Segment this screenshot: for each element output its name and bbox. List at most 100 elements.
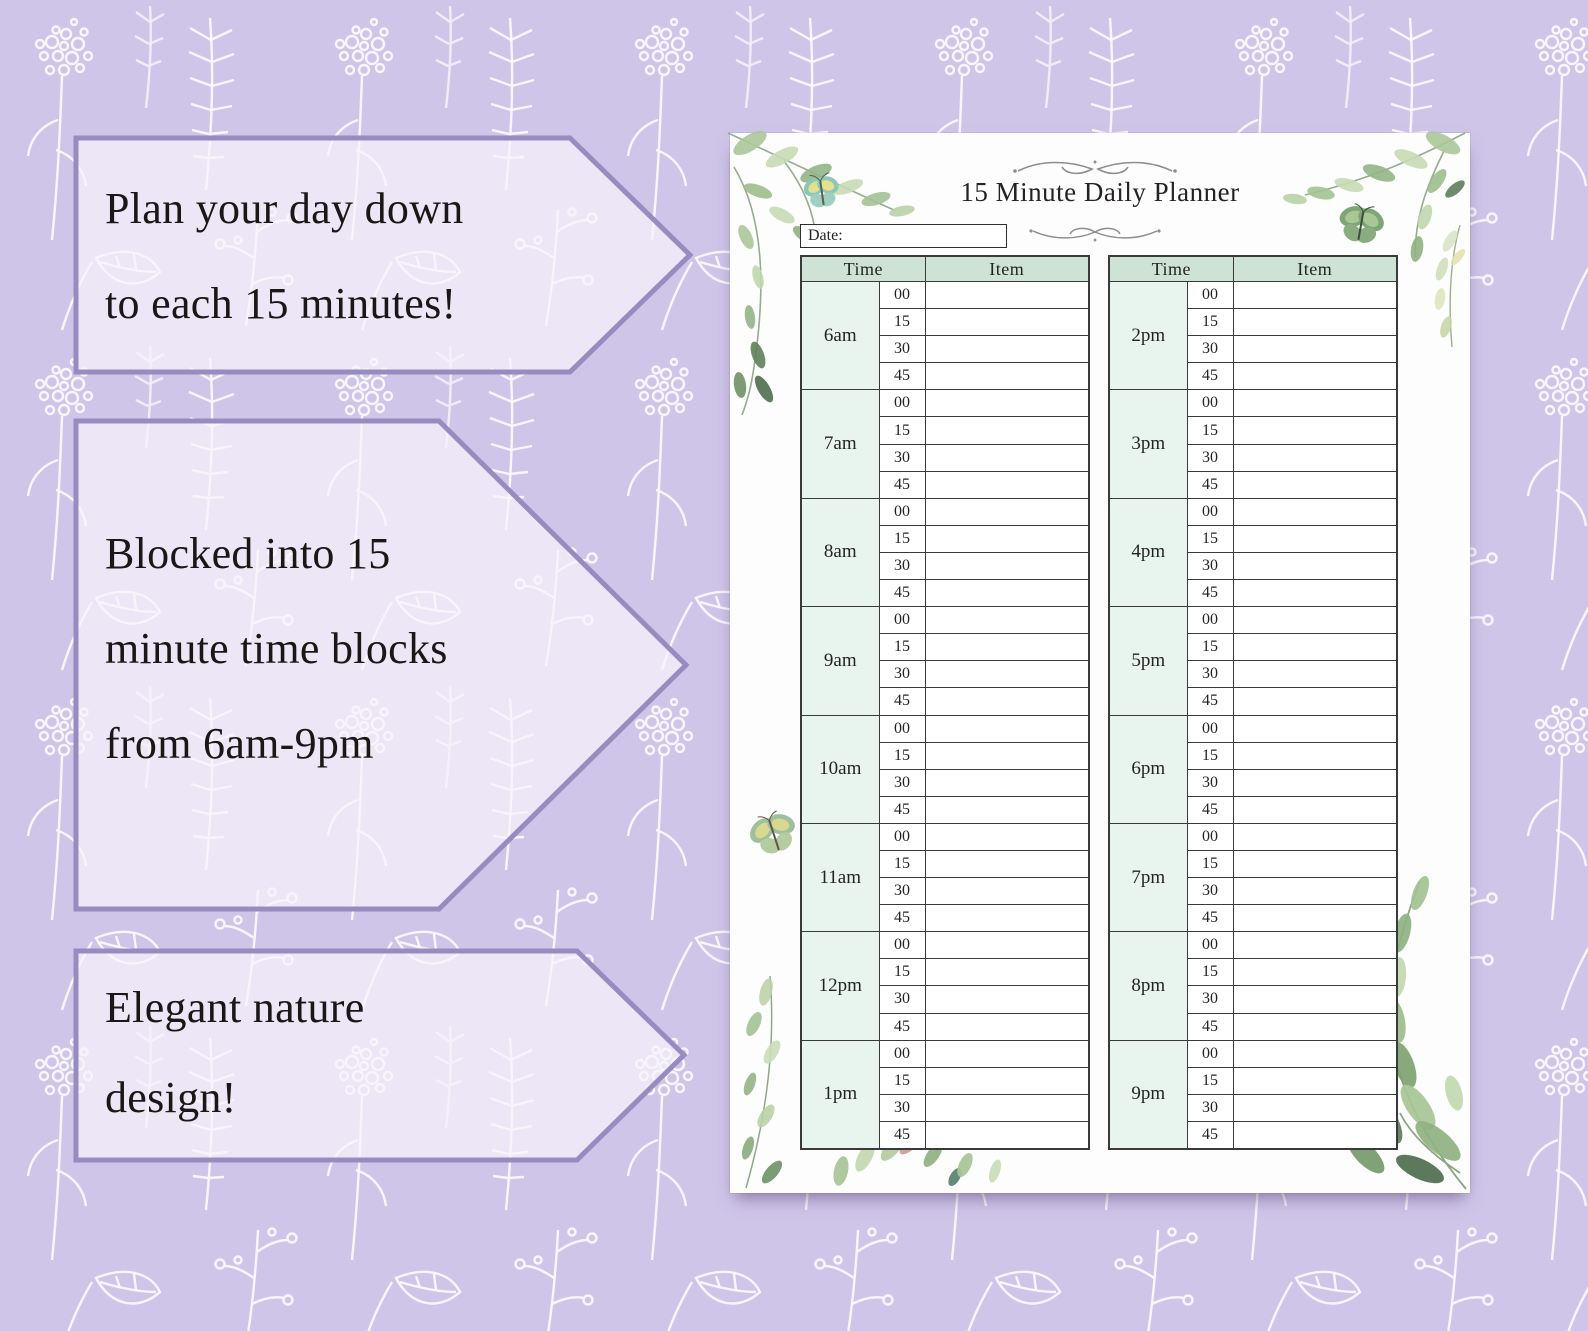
item-entry-cell bbox=[924, 551, 1090, 581]
item-entry-cell bbox=[1232, 389, 1398, 418]
item-entry-cell bbox=[924, 1039, 1090, 1068]
column-header-item: Item bbox=[1232, 255, 1398, 282]
time-slot-row: 15 bbox=[1109, 524, 1398, 553]
item-entry-cell bbox=[924, 931, 1090, 960]
item-entry-cell bbox=[924, 606, 1090, 635]
minute-label-cell: 30 bbox=[878, 1093, 926, 1122]
time-slot-row: 45 bbox=[801, 1120, 1090, 1150]
callout-line: design! bbox=[105, 1073, 237, 1122]
time-slot-row: 15 bbox=[1109, 308, 1398, 337]
time-slot-row: 30 bbox=[1109, 660, 1398, 689]
callout-line: Elegant nature bbox=[105, 983, 365, 1032]
time-slot-row: 45 bbox=[1109, 470, 1398, 499]
time-slot-row: 15 bbox=[1109, 633, 1398, 662]
minute-label-cell: 45 bbox=[1186, 362, 1234, 391]
time-slot-row: 15 bbox=[801, 524, 1090, 553]
page-title: 15 Minute Daily Planner bbox=[960, 177, 1240, 207]
minute-label-cell: 15 bbox=[878, 958, 926, 987]
minute-label-cell: 45 bbox=[878, 362, 926, 391]
item-entry-cell bbox=[924, 389, 1090, 418]
callout-line: Plan your day down bbox=[105, 184, 464, 233]
callout-arrow-time-blocks: Blocked into 15 minute time blocks from … bbox=[73, 418, 693, 912]
time-slot-row: 30 bbox=[1109, 1093, 1398, 1122]
time-slot-row: 45 bbox=[1109, 362, 1398, 391]
item-entry-cell bbox=[924, 687, 1090, 716]
minute-label-cell: 30 bbox=[878, 335, 926, 364]
minute-label-cell: 30 bbox=[878, 660, 926, 689]
minute-label-cell: 15 bbox=[1186, 633, 1234, 662]
hour-label-cell: 9am bbox=[800, 606, 880, 716]
item-entry-cell bbox=[1232, 849, 1398, 879]
time-slot-row: 30 bbox=[801, 877, 1090, 906]
minute-label-cell: 45 bbox=[878, 1012, 926, 1041]
time-slot-row: 45 bbox=[801, 470, 1090, 499]
minute-label-cell: 30 bbox=[1186, 985, 1234, 1014]
minute-label-cell: 30 bbox=[878, 985, 926, 1014]
time-slot-row: 1pm 00 bbox=[800, 1039, 1090, 1150]
item-entry-cell bbox=[1232, 579, 1398, 608]
item-entry-cell bbox=[924, 714, 1090, 743]
hour-label-cell: 4pm bbox=[1108, 497, 1188, 608]
minute-label-cell: 30 bbox=[878, 551, 926, 581]
minute-label-cell: 45 bbox=[1186, 795, 1234, 824]
minute-label-cell: 15 bbox=[1186, 958, 1234, 987]
item-entry-cell bbox=[1232, 1012, 1398, 1041]
item-entry-cell bbox=[924, 822, 1090, 851]
minute-label-cell: 30 bbox=[1186, 335, 1234, 364]
flourish-divider-icon bbox=[1029, 227, 1161, 242]
minute-label-cell: 15 bbox=[1186, 1066, 1234, 1095]
time-slot-row: 9pm 00 bbox=[1108, 1039, 1398, 1150]
time-slot-row: 8pm 00 bbox=[1108, 931, 1398, 1041]
item-entry-cell bbox=[924, 877, 1090, 906]
time-slot-row: 30 bbox=[1109, 335, 1398, 364]
time-slot-row: 30 bbox=[801, 1093, 1090, 1122]
time-slot-row: 9am 00 bbox=[800, 606, 1090, 716]
minute-label-cell: 30 bbox=[878, 768, 926, 797]
minute-label-cell: 30 bbox=[1186, 768, 1234, 797]
time-slot-row: 30 bbox=[1109, 985, 1398, 1014]
item-entry-cell bbox=[1232, 280, 1398, 310]
callout-line: to each 15 minutes! bbox=[105, 279, 457, 328]
time-slot-row: 15 bbox=[1109, 849, 1398, 879]
minute-label-cell: 00 bbox=[1186, 931, 1234, 960]
hour-label-cell: 2pm bbox=[1108, 280, 1188, 391]
minute-label-cell: 45 bbox=[1186, 470, 1234, 499]
item-entry-cell bbox=[1232, 524, 1398, 553]
time-slot-row: 45 bbox=[801, 1012, 1090, 1041]
hour-label-cell: 7am bbox=[800, 389, 880, 499]
item-entry-cell bbox=[1232, 877, 1398, 906]
minute-label-cell: 00 bbox=[1186, 606, 1234, 635]
callout-text: Blocked into 15 minute time blocks from … bbox=[73, 418, 693, 791]
minute-label-cell: 15 bbox=[1186, 308, 1234, 337]
minute-label-cell: 45 bbox=[1186, 579, 1234, 608]
time-slot-row: 45 bbox=[1109, 1012, 1398, 1041]
minute-label-cell: 30 bbox=[1186, 660, 1234, 689]
minute-label-cell: 45 bbox=[878, 687, 926, 716]
hour-label-cell: 11am bbox=[800, 822, 880, 933]
item-entry-cell bbox=[1232, 470, 1398, 499]
minute-label-cell: 00 bbox=[1186, 714, 1234, 743]
minute-label-cell: 00 bbox=[878, 714, 926, 743]
item-entry-cell bbox=[1232, 931, 1398, 960]
item-entry-cell bbox=[924, 443, 1090, 472]
time-slot-row: 30 bbox=[1109, 877, 1398, 906]
time-slot-row: 15 bbox=[801, 741, 1090, 770]
minute-label-cell: 15 bbox=[1186, 741, 1234, 770]
callout-text: Plan your day down to each 15 minutes! bbox=[73, 135, 697, 351]
item-entry-cell bbox=[924, 308, 1090, 337]
time-slot-row: 2pm 00 bbox=[1108, 280, 1398, 391]
planner-page: 15 Minute Daily Planner Date: Time Item bbox=[727, 130, 1470, 1193]
item-entry-cell bbox=[1232, 633, 1398, 662]
hour-label-cell: 8pm bbox=[1108, 931, 1188, 1041]
minute-label-cell: 45 bbox=[878, 904, 926, 933]
time-slot-row: 15 bbox=[1109, 416, 1398, 445]
item-entry-cell bbox=[1232, 497, 1398, 526]
item-entry-cell bbox=[1232, 443, 1398, 472]
item-entry-cell bbox=[1232, 1120, 1398, 1150]
hour-label-cell: 7pm bbox=[1108, 822, 1188, 933]
item-entry-cell bbox=[924, 416, 1090, 445]
minute-label-cell: 45 bbox=[878, 470, 926, 499]
time-slot-row: 8am 00 bbox=[800, 497, 1090, 608]
item-entry-cell bbox=[1232, 985, 1398, 1014]
